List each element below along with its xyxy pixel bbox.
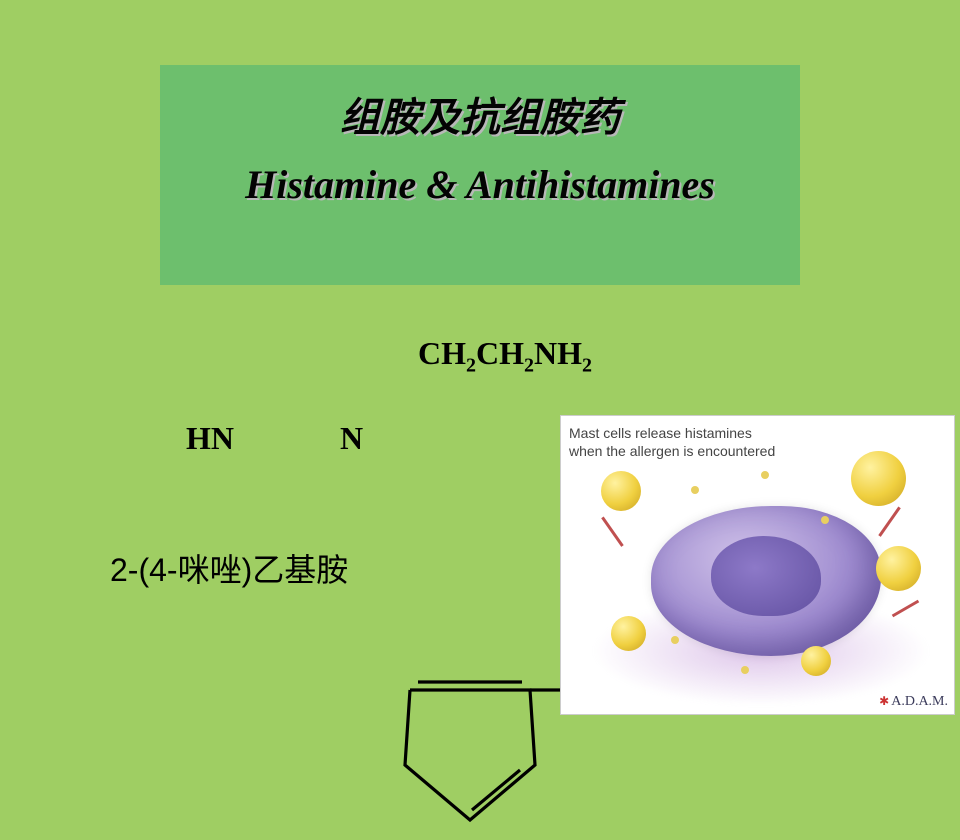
small-granule [761, 471, 769, 479]
allergen-particle [876, 546, 921, 591]
imidazole-ring [360, 670, 590, 840]
atom-left-HN: HN [186, 420, 234, 457]
allergen-particle [801, 646, 831, 676]
title-box: 组胺及抗组胺药 Histamine & Antihistamines [160, 65, 800, 285]
atom-right-N: N [340, 420, 363, 457]
image-caption: Mast cells release histamines when the a… [569, 424, 775, 460]
receptor-stalk [878, 506, 901, 536]
mast-cell-illustration: Mast cells release histamines when the a… [560, 415, 955, 715]
small-granule [691, 486, 699, 494]
receptor-stalk [601, 516, 624, 546]
title-english: Histamine & Antihistamines [245, 161, 715, 208]
iupac-name: 2-(4-咪唑)乙基胺 [110, 545, 348, 591]
small-granule [821, 516, 829, 524]
allergen-particle [851, 451, 906, 506]
allergen-particle [611, 616, 646, 651]
small-granule [741, 666, 749, 674]
title-chinese: 组胺及抗组胺药 [340, 85, 620, 143]
mast-cell-nucleus [711, 536, 821, 616]
sidechain-formula: CH2CH2NH2 [418, 335, 592, 377]
small-granule [671, 636, 679, 644]
image-credit: A.D.A.M. [879, 694, 948, 710]
allergen-particle [601, 471, 641, 511]
